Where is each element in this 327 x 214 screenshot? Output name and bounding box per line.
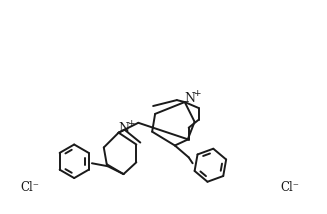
Text: N: N	[184, 92, 195, 105]
Text: Cl⁻: Cl⁻	[281, 181, 300, 195]
Text: N: N	[118, 122, 129, 135]
Text: +: +	[193, 89, 200, 98]
Text: +: +	[127, 119, 134, 128]
Text: Cl⁻: Cl⁻	[20, 181, 39, 195]
